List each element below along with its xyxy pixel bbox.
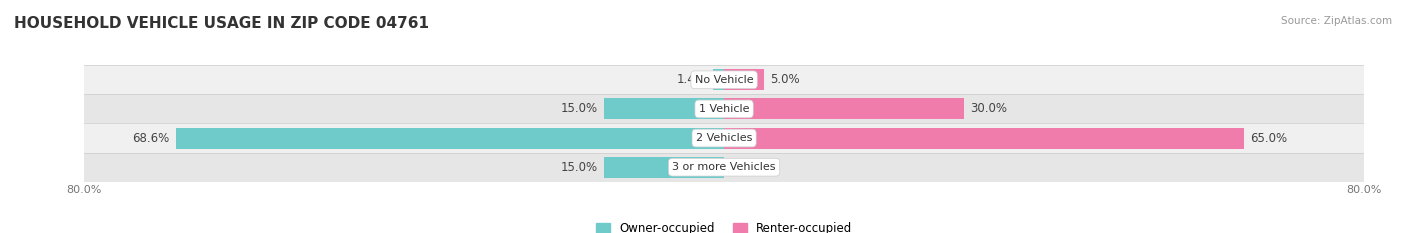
Bar <box>84 153 1364 182</box>
Legend: Owner-occupied, Renter-occupied: Owner-occupied, Renter-occupied <box>591 217 858 233</box>
Text: 1 Vehicle: 1 Vehicle <box>699 104 749 114</box>
Text: 2 Vehicles: 2 Vehicles <box>696 133 752 143</box>
Bar <box>84 123 1364 153</box>
Bar <box>605 157 724 178</box>
Bar <box>724 99 965 119</box>
Text: No Vehicle: No Vehicle <box>695 75 754 85</box>
Text: 1.4%: 1.4% <box>676 73 706 86</box>
Bar <box>84 65 1364 94</box>
Text: HOUSEHOLD VEHICLE USAGE IN ZIP CODE 04761: HOUSEHOLD VEHICLE USAGE IN ZIP CODE 0476… <box>14 16 429 31</box>
Bar <box>176 128 724 149</box>
Text: 5.0%: 5.0% <box>770 73 800 86</box>
Text: 68.6%: 68.6% <box>132 132 169 144</box>
Text: 30.0%: 30.0% <box>970 103 1007 115</box>
Text: 0.0%: 0.0% <box>731 161 761 174</box>
Bar <box>724 69 763 90</box>
Bar <box>724 128 1244 149</box>
Text: 65.0%: 65.0% <box>1250 132 1288 144</box>
Bar <box>713 69 724 90</box>
Text: Source: ZipAtlas.com: Source: ZipAtlas.com <box>1281 16 1392 26</box>
Text: 15.0%: 15.0% <box>561 161 598 174</box>
Text: 15.0%: 15.0% <box>561 103 598 115</box>
Text: 3 or more Vehicles: 3 or more Vehicles <box>672 162 776 172</box>
Bar <box>605 99 724 119</box>
Bar <box>84 94 1364 123</box>
